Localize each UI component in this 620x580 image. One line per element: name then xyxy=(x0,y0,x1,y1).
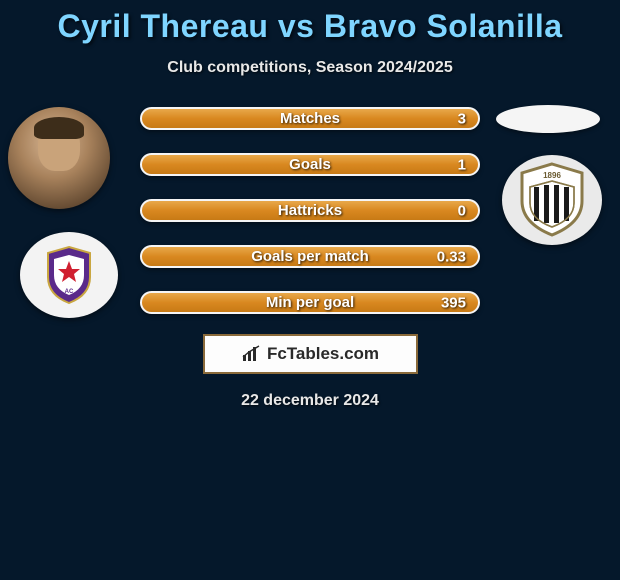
stat-row-hattricks: Hattricks 0 xyxy=(140,199,480,222)
fiorentina-shield-icon: AC xyxy=(44,245,94,305)
badge-year: 1896 xyxy=(543,171,561,180)
right-player-placeholder xyxy=(496,105,600,133)
left-club-badge: AC xyxy=(20,232,118,318)
stats-list: Matches 3 Goals 1 Hattricks 0 Goals per … xyxy=(140,107,480,314)
stat-label: Min per goal xyxy=(266,294,354,311)
stat-label: Goals xyxy=(289,156,331,173)
stat-row-matches: Matches 3 xyxy=(140,107,480,130)
branding-text: FcTables.com xyxy=(267,344,379,364)
stat-label: Matches xyxy=(280,110,340,127)
bar-chart-icon xyxy=(241,345,263,363)
udinese-shield-icon: 1896 xyxy=(516,161,588,239)
stat-value-right: 1 xyxy=(458,156,466,173)
left-player-photo xyxy=(8,107,110,209)
stat-row-goals: Goals 1 xyxy=(140,153,480,176)
stat-value-right: 3 xyxy=(458,110,466,127)
stat-value-right: 0.33 xyxy=(437,248,466,265)
stat-label: Goals per match xyxy=(251,248,369,265)
branding-box[interactable]: FcTables.com xyxy=(203,334,418,374)
subtitle: Club competitions, Season 2024/2025 xyxy=(0,59,620,77)
date-label: 22 december 2024 xyxy=(0,392,620,410)
comparison-panel: AC 1896 Matches 3 xyxy=(0,107,620,410)
svg-text:AC: AC xyxy=(65,289,74,295)
stat-label: Hattricks xyxy=(278,202,342,219)
stat-row-min-per-goal: Min per goal 395 xyxy=(140,291,480,314)
right-club-badge: 1896 xyxy=(502,155,602,245)
stat-value-right: 0 xyxy=(458,202,466,219)
stat-row-goals-per-match: Goals per match 0.33 xyxy=(140,245,480,268)
page-title: Cyril Thereau vs Bravo Solanilla xyxy=(0,0,620,45)
stat-value-right: 395 xyxy=(441,294,466,311)
